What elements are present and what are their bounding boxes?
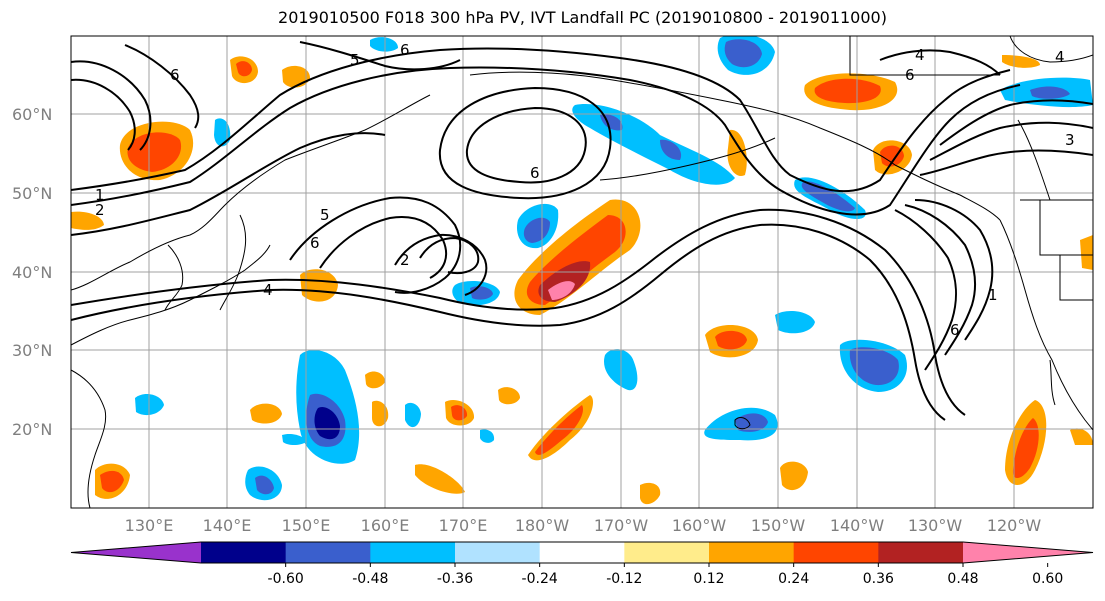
lat-label: 40°N bbox=[12, 263, 52, 282]
lon-label: 130°E bbox=[125, 516, 174, 535]
colorbar-tick-label: 0.60 bbox=[1032, 571, 1063, 587]
longitude-labels: 130°E 140°E 150°E 160°E 170°E 180°W 170°… bbox=[125, 516, 1042, 535]
colorbar-segment bbox=[709, 542, 795, 563]
contour-label: 6 bbox=[400, 41, 410, 59]
colorbar-extend-max bbox=[963, 542, 1093, 563]
contour-label: 5 bbox=[350, 51, 360, 69]
contour-label: 2 bbox=[95, 201, 105, 219]
colorbar-tick-label: -0.60 bbox=[268, 571, 304, 587]
latitude-labels: 60°N 50°N 40°N 30°N 20°N bbox=[12, 105, 52, 439]
contour-label: 6 bbox=[310, 234, 320, 252]
map-title: 2019010500 F018 300 hPa PV, IVT Landfall… bbox=[278, 8, 887, 27]
contour-label: 2 bbox=[400, 251, 410, 269]
lon-label: 150°E bbox=[282, 516, 331, 535]
colorbar-tick-label: -0.48 bbox=[352, 571, 388, 587]
pv-contours bbox=[71, 41, 1093, 421]
contour-label: 6 bbox=[170, 66, 180, 84]
colorbar-segment bbox=[370, 542, 456, 563]
contour-label: 6 bbox=[905, 66, 915, 84]
colorbar-segment bbox=[878, 542, 964, 563]
lon-label: 180°W bbox=[515, 516, 570, 535]
colorbar-segment bbox=[455, 542, 541, 563]
colorbar-tick-label: -0.12 bbox=[606, 571, 642, 587]
lon-label: 160°W bbox=[672, 516, 727, 535]
anomaly-fields bbox=[71, 36, 1093, 505]
contour-label: 1 bbox=[988, 286, 998, 304]
lat-label: 50°N bbox=[12, 184, 52, 203]
lat-label: 20°N bbox=[12, 420, 52, 439]
colorbar-tick-label: 0.36 bbox=[863, 571, 894, 587]
lon-label: 160°E bbox=[361, 516, 410, 535]
lat-label: 60°N bbox=[12, 105, 52, 124]
colorbar-segment bbox=[285, 542, 371, 563]
lon-label: 150°W bbox=[751, 516, 806, 535]
colorbar-extend-min bbox=[71, 542, 201, 563]
contour-label: 4 bbox=[915, 46, 925, 64]
colorbar-segment bbox=[539, 542, 625, 563]
lon-label: 140°E bbox=[203, 516, 252, 535]
colorbar-segment bbox=[793, 542, 879, 563]
coastlines bbox=[71, 36, 1093, 508]
colorbar-tick-label: 0.24 bbox=[778, 571, 809, 587]
colorbar-tick-label: -0.24 bbox=[522, 571, 558, 587]
lon-label: 130°W bbox=[908, 516, 963, 535]
colorbar-tick-label: 0.12 bbox=[693, 571, 724, 587]
map-frame bbox=[70, 35, 1094, 509]
colorbar-tick-label: 0.48 bbox=[947, 571, 978, 587]
colorbar-outline bbox=[70, 541, 1094, 564]
colorbar: -0.60 -0.48 -0.36 -0.24 -0.12 0.12 0.24 0.36 0.4… bbox=[70, 541, 1094, 587]
contour-label: 1 bbox=[95, 186, 105, 204]
lon-label: 140°W bbox=[830, 516, 885, 535]
contour-label: 5 bbox=[320, 206, 330, 224]
lon-label: 170°W bbox=[594, 516, 649, 535]
contour-label: 4 bbox=[263, 281, 273, 299]
colorbar-segment bbox=[201, 542, 287, 563]
contour-labels: 1 2 4 5 6 6 6 5 6 6 4 4 6 1 2 3 bbox=[95, 41, 1075, 339]
lon-label: 120°W bbox=[987, 516, 1042, 535]
contour-label: 4 bbox=[1055, 48, 1065, 66]
colorbar-segment bbox=[624, 542, 710, 563]
lat-label: 30°N bbox=[12, 341, 52, 360]
map-plot-area: 1 2 4 5 6 6 6 5 6 6 4 4 6 1 2 3 bbox=[71, 36, 1093, 508]
lon-label: 170°E bbox=[439, 516, 488, 535]
colorbar-tick-label: -0.36 bbox=[437, 571, 473, 587]
contour-label: 6 bbox=[530, 164, 540, 182]
contour-label: 3 bbox=[1065, 131, 1075, 149]
contour-label: 6 bbox=[950, 321, 960, 339]
